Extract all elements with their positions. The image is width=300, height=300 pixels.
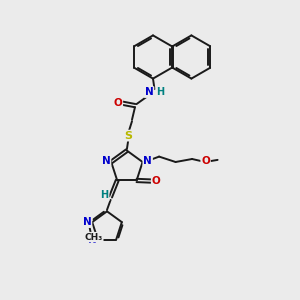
Text: S: S <box>124 130 132 141</box>
Text: N: N <box>102 155 110 166</box>
Text: O: O <box>113 98 122 108</box>
Text: N: N <box>83 217 92 227</box>
Text: H: H <box>156 87 165 97</box>
Text: N: N <box>88 235 97 244</box>
Text: N: N <box>145 87 154 97</box>
Text: N: N <box>143 155 152 166</box>
Text: O: O <box>152 176 161 186</box>
Text: O: O <box>201 156 210 167</box>
Text: CH₃: CH₃ <box>85 232 103 242</box>
Text: H: H <box>100 190 109 200</box>
